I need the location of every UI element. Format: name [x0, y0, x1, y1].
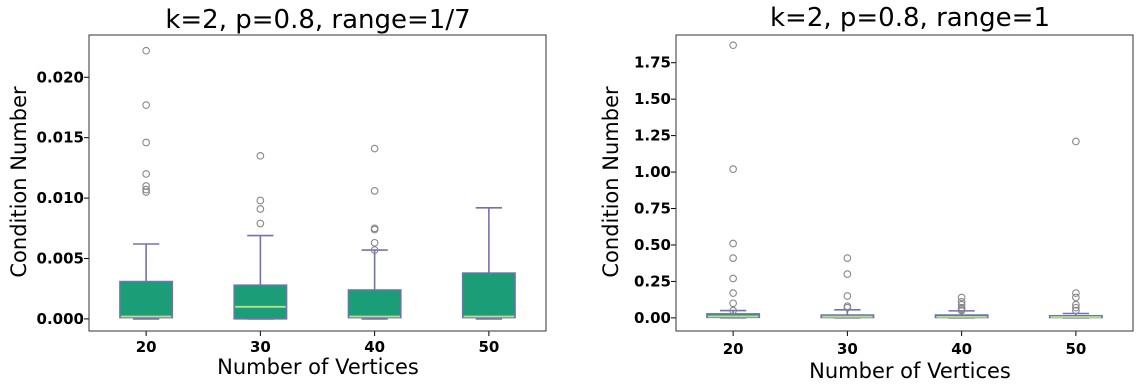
y-tick-label: 0.020	[37, 68, 84, 86]
y-tick-label: 0.010	[37, 189, 84, 207]
outlier-point	[1072, 306, 1080, 315]
outlier-point	[142, 182, 150, 190]
y-tick-label: 0.005	[37, 250, 84, 268]
plot-frame	[675, 34, 1134, 332]
x-tick-label: 50	[1065, 340, 1086, 358]
outlier-point	[256, 205, 265, 213]
outlier-point	[370, 246, 379, 254]
outlier-point	[957, 293, 966, 302]
outlier-point	[729, 239, 737, 248]
outlier-point	[1072, 303, 1080, 312]
outlier-point	[843, 254, 852, 262]
x-tick-label: 20	[136, 338, 157, 356]
x-tick-label: 50	[478, 338, 499, 356]
box-iqr	[461, 272, 516, 319]
outlier-point	[729, 41, 737, 50]
outlier-point	[1072, 137, 1080, 146]
y-axis-label: Condition Number	[599, 86, 623, 278]
x-axis-label: Number of Vertices	[809, 359, 1011, 383]
y-tick-label: 0.00	[634, 309, 671, 327]
box-iqr	[233, 284, 288, 320]
outlier-point	[256, 196, 265, 205]
outlier-point	[957, 297, 966, 306]
outlier-point	[729, 165, 737, 173]
y-tick-label: 0.50	[634, 236, 671, 254]
y-tick-label: 0.000	[37, 310, 84, 328]
outlier-point	[370, 144, 379, 153]
x-axis-label: Number of Vertices	[217, 355, 419, 379]
outlier-point	[729, 306, 737, 315]
outlier-point	[729, 299, 737, 308]
y-tick-label: 0.75	[634, 200, 671, 218]
outlier-point	[729, 274, 737, 283]
outlier-point	[370, 238, 379, 247]
outlier-point	[142, 188, 150, 196]
outlier-point	[729, 254, 737, 262]
outlier-point	[843, 303, 852, 312]
outlier-point	[370, 187, 379, 195]
x-tick-label: 20	[723, 340, 744, 358]
x-tick-label: 30	[837, 340, 858, 358]
outlier-point	[957, 306, 966, 315]
y-axis-label: Condition Number	[7, 86, 31, 278]
x-tick-label: 30	[250, 338, 271, 356]
outlier-point	[843, 270, 852, 278]
boxplot-chart-range-1: k=2, p=0.8, range=1 Number of Vertices C…	[599, 3, 1134, 383]
outlier-point	[1072, 289, 1080, 297]
outlier-point	[142, 46, 150, 55]
y-tick-label: 1.75	[634, 54, 671, 72]
plot-frame	[88, 34, 547, 332]
outlier-point	[370, 225, 379, 234]
box-iqr	[347, 289, 402, 319]
outlier-point	[1072, 300, 1080, 309]
outlier-point	[256, 219, 265, 228]
y-tick-label: 1.50	[634, 90, 671, 108]
outlier-point	[1072, 293, 1080, 302]
outlier-point	[142, 185, 150, 194]
y-tick-label: 1.00	[634, 163, 671, 181]
boxplot-chart-range-1-7: k=2, p=0.8, range=1/7 Number of Vertices…	[7, 5, 547, 379]
outlier-point	[256, 151, 265, 160]
outlier-point	[843, 292, 852, 300]
x-tick-label: 40	[951, 340, 972, 358]
outlier-point	[142, 138, 150, 147]
outlier-point	[142, 101, 150, 109]
y-tick-label: 0.015	[37, 129, 84, 147]
chart-title: k=2, p=0.8, range=1/7	[165, 5, 470, 35]
outlier-point	[957, 300, 966, 309]
y-tick-label: 0.25	[634, 272, 671, 290]
outlier-point	[729, 289, 737, 297]
y-tick-label: 1.25	[634, 127, 671, 145]
x-tick-label: 40	[364, 338, 385, 356]
chart-title: k=2, p=0.8, range=1	[770, 3, 1050, 33]
box-iqr	[119, 280, 174, 319]
outlier-point	[142, 170, 150, 178]
